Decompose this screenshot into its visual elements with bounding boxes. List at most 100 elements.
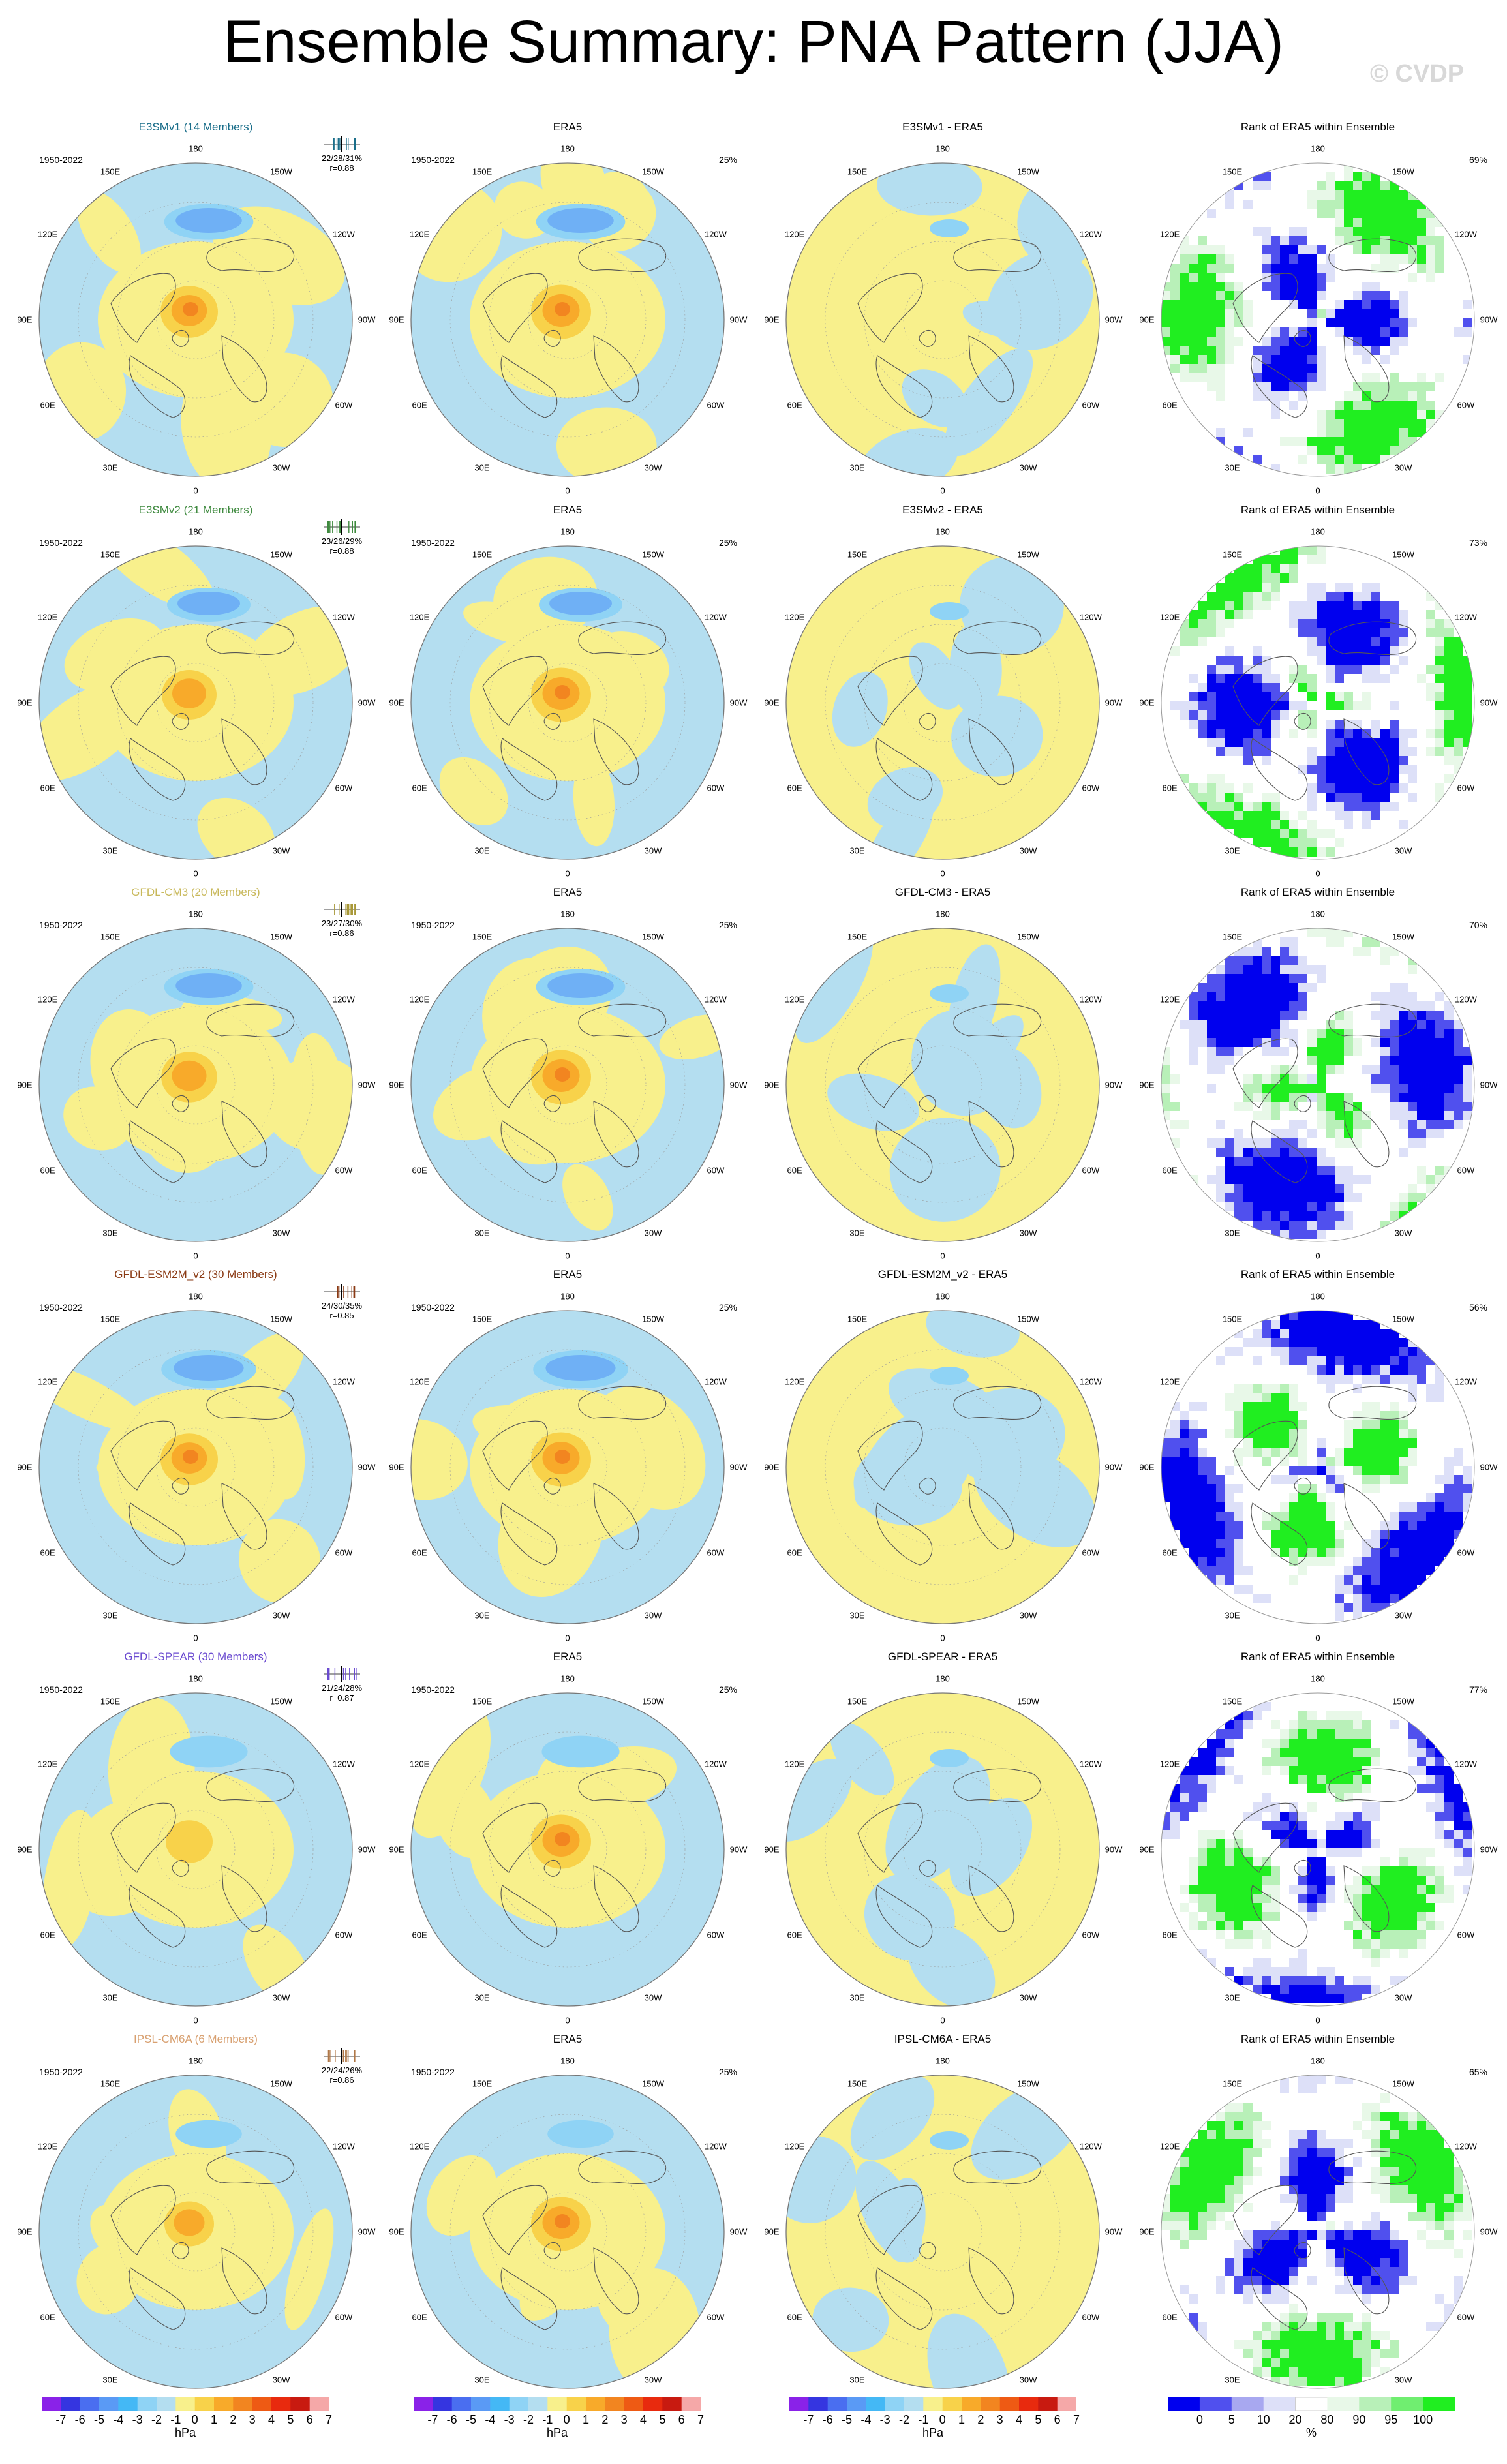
rank-cell [1344,1766,1353,1775]
rank-cell [1289,1074,1298,1084]
rank-cell [1344,1138,1353,1148]
rank-cell [1234,337,1243,346]
rank-cell [1408,1930,1417,1939]
rank-cell [1362,1411,1371,1420]
rank-cell [1243,1038,1253,1047]
rank-percentage: 77% [1469,1684,1487,1695]
rank-cell [1207,2194,1216,2203]
rank-cell [1253,573,1262,583]
rank-cell [1298,829,1307,838]
longitude-label: 120W [1079,612,1102,622]
rank-cell [1180,1457,1189,1466]
rank-cell [1207,774,1216,783]
panel-title: ERA5 [553,121,583,133]
rank-cell [1335,2322,1344,2331]
rank-cell [1225,802,1234,811]
rank-cell [1180,291,1189,300]
rank-cell [1417,2139,1426,2148]
colorbar-swatches [1168,2397,1455,2411]
ens-panel: GFDL-CM3 (20 Members) 1950-2022 23/27/30% r… [13,886,378,1264]
rank-cell [1298,1894,1307,1903]
colorbar-swatch [1231,2397,1264,2411]
rank-cell [1225,1184,1234,1193]
rank-cell [1225,1020,1234,1029]
rank-cell [1408,1521,1417,1530]
rank-cell [1271,583,1280,592]
rank-cell [1399,1029,1408,1038]
rank-cell [1380,1557,1390,1566]
rank-cell [1390,218,1399,227]
rank-cell [1289,327,1298,337]
ensemble-stats: 22/28/31% r=0.88 [321,153,363,173]
rank-cell [1362,1903,1371,1912]
rank-cell [1180,1521,1189,1530]
rank-cell [1426,747,1435,756]
colorbar-ensemble: -7 -6 -5 -4 -3 -2 -1 0 1 2 3 4 5 6 7 hPa [42,2397,333,2443]
rank-cell [1362,1830,1371,1839]
anomaly-region [562,1164,613,1231]
diff-panel: E3SMv2 - ERA5 180 150E 120E 90E 60E 30E 0 30W 60W… [760,504,1125,882]
rank-cell [1335,1211,1344,1221]
colorbar-tick: 7 [325,2413,333,2426]
rank-cell [1207,983,1216,992]
rank-cell [1335,181,1344,190]
rank-cell [1390,1074,1399,1084]
rank-cell [1408,1575,1417,1585]
rank-cell [1253,1157,1262,1166]
rank-cell [1380,1539,1390,1548]
rank-cell [1353,1976,1362,1985]
rank-cell [1380,637,1390,646]
rank-cell [1344,1038,1353,1047]
rank-cell [1207,2185,1216,2194]
rank-cell [1262,592,1271,601]
rank-cell [1280,2230,1289,2240]
rank-cell [1417,1365,1426,1375]
rank-cell [1326,209,1335,218]
rank-cell [1380,1921,1390,1930]
rank-cell [1180,337,1189,346]
rank-cell [1353,1821,1362,1830]
coastline [578,1768,667,1802]
latitude-gridline [78,1349,314,1585]
rank-cell [1435,637,1444,646]
rank-cell [1326,1757,1335,1766]
rank-cell [1435,2167,1444,2176]
rank-cell [1390,1365,1399,1375]
rank-cell [1426,1384,1435,1393]
colorbar-unit: % [1305,2426,1317,2439]
rank-cell [1344,1448,1353,1457]
rank-cell [1390,2230,1399,2240]
rank-cell [1390,1038,1399,1047]
rank-cell [1399,1356,1408,1365]
rank-cell [1344,1175,1353,1184]
rank-cell [1390,1102,1399,1111]
rank-cell [1234,2167,1243,2176]
rank-cell [1271,1402,1280,1411]
rank-cell [1435,628,1444,637]
rank-cell [1216,793,1225,802]
rank-cell [1417,1739,1426,1748]
period-label: 1950-2022 [39,920,83,930]
rank-cell [1298,1766,1307,1775]
rank-cell [1399,1557,1408,1566]
rank-cell [1253,364,1262,373]
rank-cell [1253,710,1262,720]
rank-cell [1262,1521,1271,1530]
rank-cell [1362,327,1371,337]
longitude-label: 180 [560,1291,575,1301]
rank-cell [1399,227,1408,236]
rank-cell [1353,2322,1362,2331]
latitude-gridline [117,1388,275,1546]
rank-cell [1198,601,1207,610]
longitude-label: 150E [100,2078,121,2089]
rank-cell [1298,1994,1307,2003]
rank-cell [1371,327,1380,337]
rank-cell [1344,200,1353,209]
rank-cell [1170,264,1180,273]
rank-cell [1417,254,1426,264]
rank-cell [1353,610,1362,619]
coastline [1343,1483,1390,1550]
center-anomaly-2hpa [172,1060,207,1091]
rank-cell [1280,1985,1289,1994]
rank-cell [1408,1921,1417,1930]
